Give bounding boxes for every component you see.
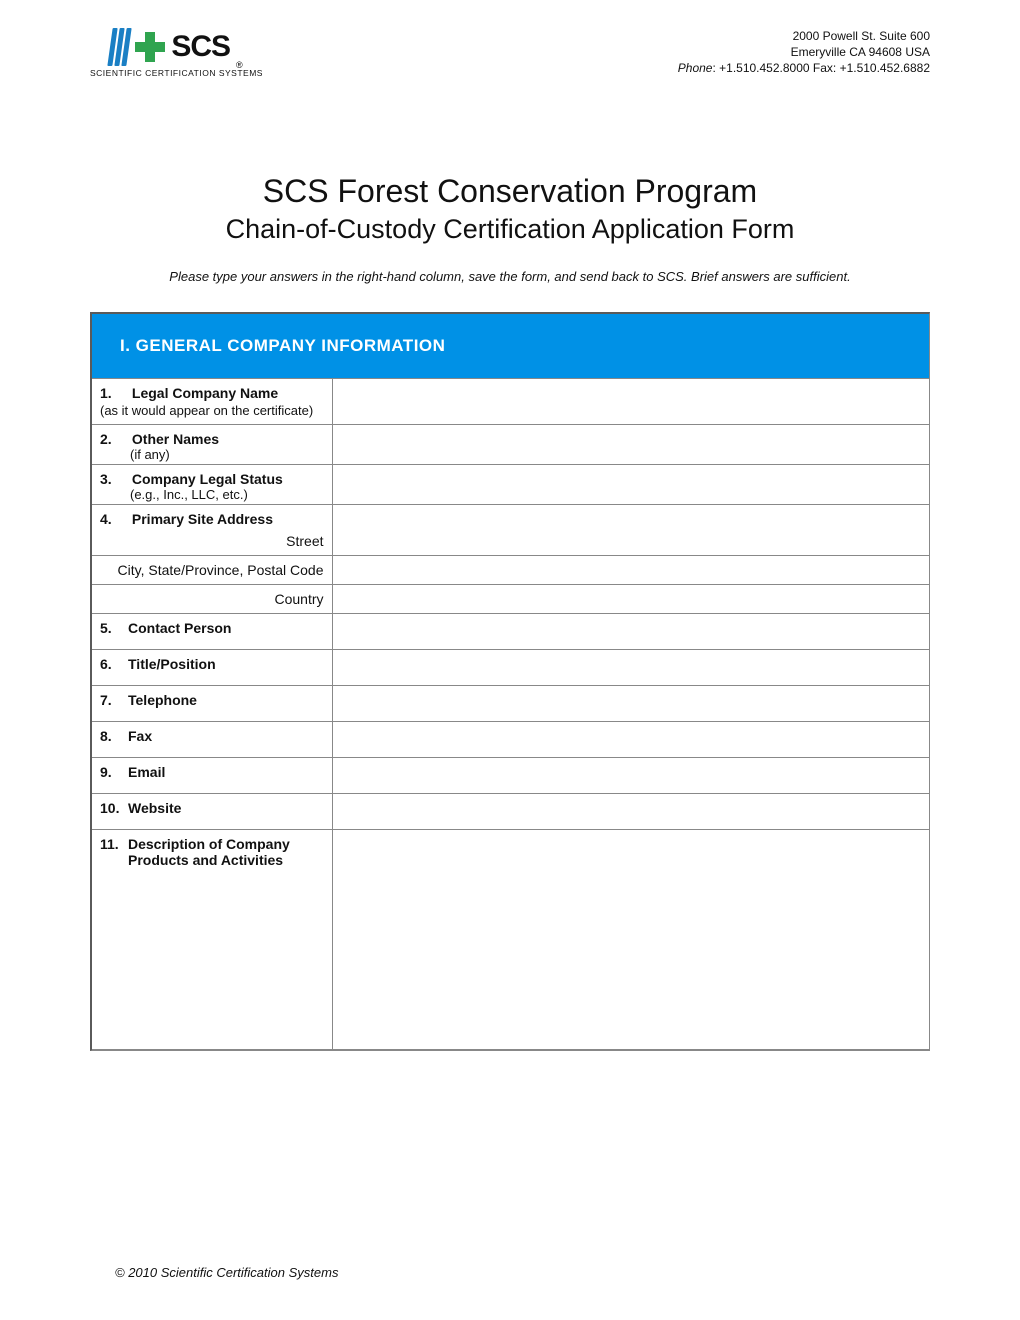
address-line-1: 2000 Powell St. Suite 600	[678, 28, 930, 44]
row-title: Title/Position	[128, 656, 318, 672]
row-address-street: Street	[92, 527, 929, 556]
logo-registered: ®	[236, 60, 243, 70]
logo-graphic: SCS ®	[110, 28, 242, 66]
row-company-legal-status: 3. Company Legal Status (e.g., Inc., LLC…	[92, 465, 929, 505]
page-footer: © 2010 Scientific Certification Systems	[115, 1265, 338, 1280]
row-number: 9.	[100, 764, 128, 780]
row-title: Email	[128, 764, 318, 780]
page-header: SCS ® SCIENTIFIC CERTIFICATION SYSTEMS 2…	[90, 28, 930, 78]
input-telephone[interactable]	[332, 686, 929, 722]
phone-value: : +1.510.452.8000 Fax: +1.510.452.6882	[712, 61, 930, 75]
input-description[interactable]	[332, 830, 929, 1050]
row-fax: 8.Fax	[92, 722, 929, 758]
row-number: 10.	[100, 800, 128, 816]
company-logo: SCS ® SCIENTIFIC CERTIFICATION SYSTEMS	[90, 28, 263, 78]
page-title: SCS Forest Conservation Program	[90, 173, 930, 210]
input-address-street[interactable]	[332, 527, 929, 556]
row-title: Legal Company Name	[132, 385, 322, 401]
form-container: I. GENERAL COMPANY INFORMATION 1. Legal …	[90, 312, 930, 1051]
company-address: 2000 Powell St. Suite 600 Emeryville CA …	[678, 28, 930, 77]
input-primary-site-address	[332, 505, 929, 528]
row-title: Fax	[128, 728, 318, 744]
row-number: 1.	[100, 385, 128, 401]
logo-cross-icon	[135, 32, 165, 62]
row-title: Primary Site Address	[132, 511, 322, 527]
row-title: Website	[128, 800, 318, 816]
row-number: 7.	[100, 692, 128, 708]
row-email: 9.Email	[92, 758, 929, 794]
input-website[interactable]	[332, 794, 929, 830]
input-address-city[interactable]	[332, 556, 929, 585]
row-address-country: Country	[92, 585, 929, 614]
row-number: 6.	[100, 656, 128, 672]
row-legal-company-name: 1. Legal Company Name (as it would appea…	[92, 379, 929, 425]
row-telephone: 7.Telephone	[92, 686, 929, 722]
input-fax[interactable]	[332, 722, 929, 758]
row-note: (as it would appear on the certificate)	[100, 403, 324, 418]
sublabel-city: City, State/Province, Postal Code	[92, 556, 332, 585]
input-other-names[interactable]	[332, 425, 929, 465]
sublabel-country: Country	[92, 585, 332, 614]
input-email[interactable]	[332, 758, 929, 794]
address-phone: Phone: +1.510.452.8000 Fax: +1.510.452.6…	[678, 60, 930, 76]
page-subtitle: Chain-of-Custody Certification Applicati…	[90, 214, 930, 245]
row-title: Other Names	[132, 431, 322, 447]
row-note: (e.g., Inc., LLC, etc.)	[130, 487, 324, 502]
row-title: Contact Person	[128, 620, 318, 636]
row-other-names: 2. Other Names (if any)	[92, 425, 929, 465]
form-table: 1. Legal Company Name (as it would appea…	[92, 379, 929, 1050]
row-contact-person: 5.Contact Person	[92, 614, 929, 650]
page: SCS ® SCIENTIFIC CERTIFICATION SYSTEMS 2…	[0, 0, 1020, 1320]
row-primary-site-address: 4. Primary Site Address	[92, 505, 929, 528]
sublabel-street: Street	[92, 527, 332, 556]
row-address-city: City, State/Province, Postal Code	[92, 556, 929, 585]
address-line-2: Emeryville CA 94608 USA	[678, 44, 930, 60]
phone-label: Phone	[678, 61, 713, 75]
section-header: I. GENERAL COMPANY INFORMATION	[92, 314, 929, 379]
row-title: Telephone	[128, 692, 318, 708]
title-block: SCS Forest Conservation Program Chain-of…	[90, 173, 930, 245]
row-number: 2.	[100, 431, 128, 447]
row-number: 5.	[100, 620, 128, 636]
input-legal-company-name[interactable]	[332, 379, 929, 425]
input-company-legal-status[interactable]	[332, 465, 929, 505]
input-contact-person[interactable]	[332, 614, 929, 650]
logo-stripes-icon	[110, 28, 129, 66]
row-number: 8.	[100, 728, 128, 744]
row-number: 11.	[100, 836, 128, 852]
row-title-position: 6.Title/Position	[92, 650, 929, 686]
row-title: Company Legal Status	[132, 471, 322, 487]
logo-text: SCS	[171, 30, 230, 64]
instruction-text: Please type your answers in the right-ha…	[90, 269, 930, 284]
row-description: 11.Description of Company Products and A…	[92, 830, 929, 1050]
row-number: 3.	[100, 471, 128, 487]
row-number: 4.	[100, 511, 128, 527]
input-title-position[interactable]	[332, 650, 929, 686]
row-website: 10.Website	[92, 794, 929, 830]
input-address-country[interactable]	[332, 585, 929, 614]
row-title: Description of Company Products and Acti…	[128, 836, 318, 868]
row-note: (if any)	[130, 447, 324, 462]
